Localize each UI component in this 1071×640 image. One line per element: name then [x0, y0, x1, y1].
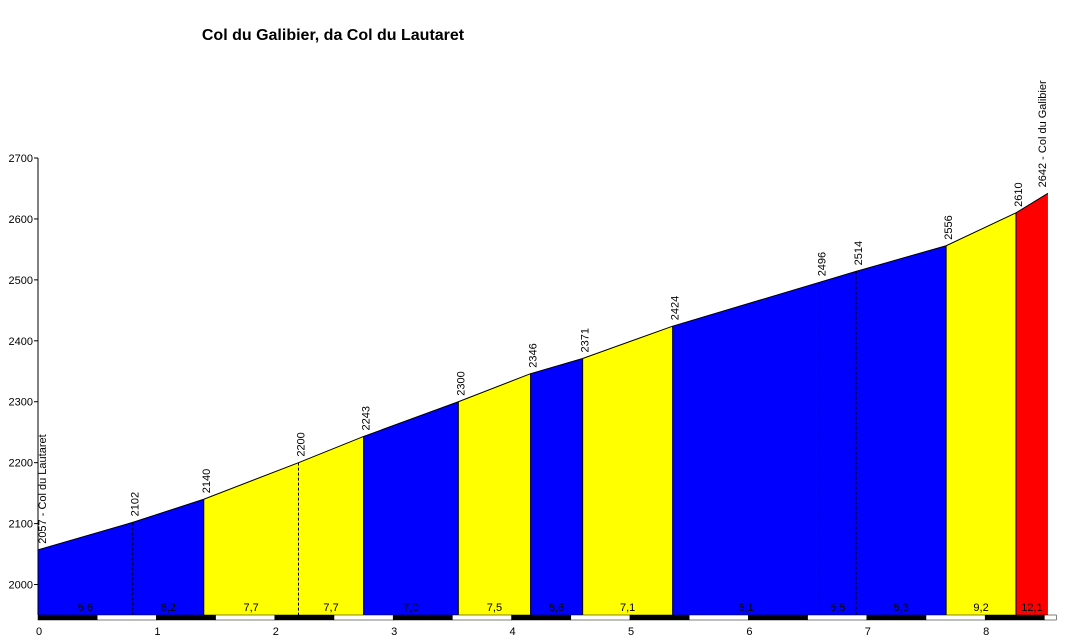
altitude-label: 2496 [816, 252, 828, 276]
x-tick-label: 8 [983, 626, 989, 638]
altitude-label: 2514 [853, 241, 865, 265]
km-scale-block [629, 614, 690, 621]
altitude-label: 2556 [943, 215, 955, 239]
gradient-label: 5,3 [893, 602, 908, 614]
km-scale-block [866, 614, 927, 621]
gradient-label: 5,5 [830, 602, 845, 614]
altitude-label: 2300 [455, 371, 467, 395]
altitude-label: 2642 - Col du Galibier [1037, 80, 1049, 187]
y-tick-label: 2200 [9, 458, 33, 470]
km-scale-block [1044, 614, 1057, 621]
x-tick-label: 5 [628, 626, 634, 638]
profile-outline [37, 192, 1049, 551]
altitude-labels: 2057 - Col du Lautaret 2102 2140 2200 2243 23… [37, 80, 1049, 544]
km-scale-block [688, 614, 749, 621]
x-tick-label: 3 [391, 626, 397, 638]
x-tick-label: 0 [36, 626, 42, 638]
segment-fill-6 [582, 326, 673, 615]
gradient-label: 7,7 [243, 602, 258, 614]
altitude-label: 2140 [201, 469, 213, 493]
x-tick-label: 7 [865, 626, 871, 638]
km-markers [132, 271, 857, 615]
km-scale-block [984, 614, 1045, 621]
gradient-label: 6,2 [161, 602, 176, 614]
y-axis: 2000 2100 2200 2300 2400 2500 2600 2700 [9, 153, 39, 615]
km-scale-block [37, 614, 98, 621]
altitude-label: 2200 [295, 432, 307, 456]
km-scale-block [392, 614, 453, 621]
gradient-label: 7,1 [620, 602, 635, 614]
gradient-label: 12,1 [1021, 602, 1042, 614]
gradient-label: 7,7 [323, 602, 338, 614]
km-scale-block [96, 614, 157, 621]
altitude-label: 2346 [528, 343, 540, 367]
segment-fill-3 [363, 401, 459, 615]
y-tick-label: 2100 [9, 519, 33, 531]
x-tick-label: 2 [273, 626, 279, 638]
segment-fills [38, 193, 1048, 616]
x-tick-label: 1 [154, 626, 160, 638]
altitude-label: 2610 [1013, 182, 1025, 206]
segment-fill-8 [946, 212, 1016, 615]
segment-fill-5 [530, 358, 583, 615]
km-scale-block [570, 614, 631, 621]
segment-fill-9 [1015, 193, 1048, 615]
km-scale-block [274, 614, 335, 621]
gradient-label: 6,1 [738, 602, 753, 614]
segment-fill-7 [672, 245, 947, 616]
km-scale-block [156, 614, 216, 621]
km-scale-block [452, 614, 512, 621]
y-tick-label: 2700 [9, 153, 33, 165]
gradient-label: 9,2 [973, 602, 988, 614]
altitude-label: 2057 - Col du Lautaret [37, 434, 49, 543]
km-scale-block [925, 614, 986, 621]
altitude-label: 2243 [361, 406, 373, 430]
altitude-label: 2102 [130, 492, 142, 516]
km-scale-block [748, 614, 808, 621]
km-scale-block [511, 614, 572, 621]
segment-fill-4 [458, 373, 531, 615]
x-tick-label: 6 [746, 626, 752, 638]
gradient-labels: 5,6 6,2 7,7 7,7 7,0 7,5 5,6 7,1 6,1 5,5 5,3 9,2 12,1 [78, 602, 1043, 614]
y-tick-label: 2400 [9, 336, 33, 348]
segment-fill-2 [203, 436, 364, 615]
altitude-label: 2371 [580, 328, 592, 352]
segment-fill-1 [38, 499, 204, 615]
x-axis: 0 1 2 3 4 5 6 7 8 [36, 614, 1057, 638]
gradient-label: 5,6 [549, 602, 564, 614]
km-scale-block [333, 614, 394, 621]
km-scale-block [807, 614, 868, 621]
altitude-label: 2424 [670, 296, 682, 320]
y-tick-label: 2500 [9, 275, 33, 287]
y-tick-label: 2300 [9, 397, 33, 409]
km-scale-block [215, 614, 276, 621]
profile-line [37, 192, 1049, 551]
y-tick-label: 2600 [9, 214, 33, 226]
y-tick-label: 2000 [9, 580, 33, 592]
gradient-label: 7,5 [487, 602, 502, 614]
x-tick-label: 4 [510, 626, 516, 638]
gradient-label: 5,6 [78, 602, 93, 614]
chart-title: Col du Galibier, da Col du Lautaret [202, 27, 465, 44]
gradient-label: 7,0 [403, 602, 418, 614]
